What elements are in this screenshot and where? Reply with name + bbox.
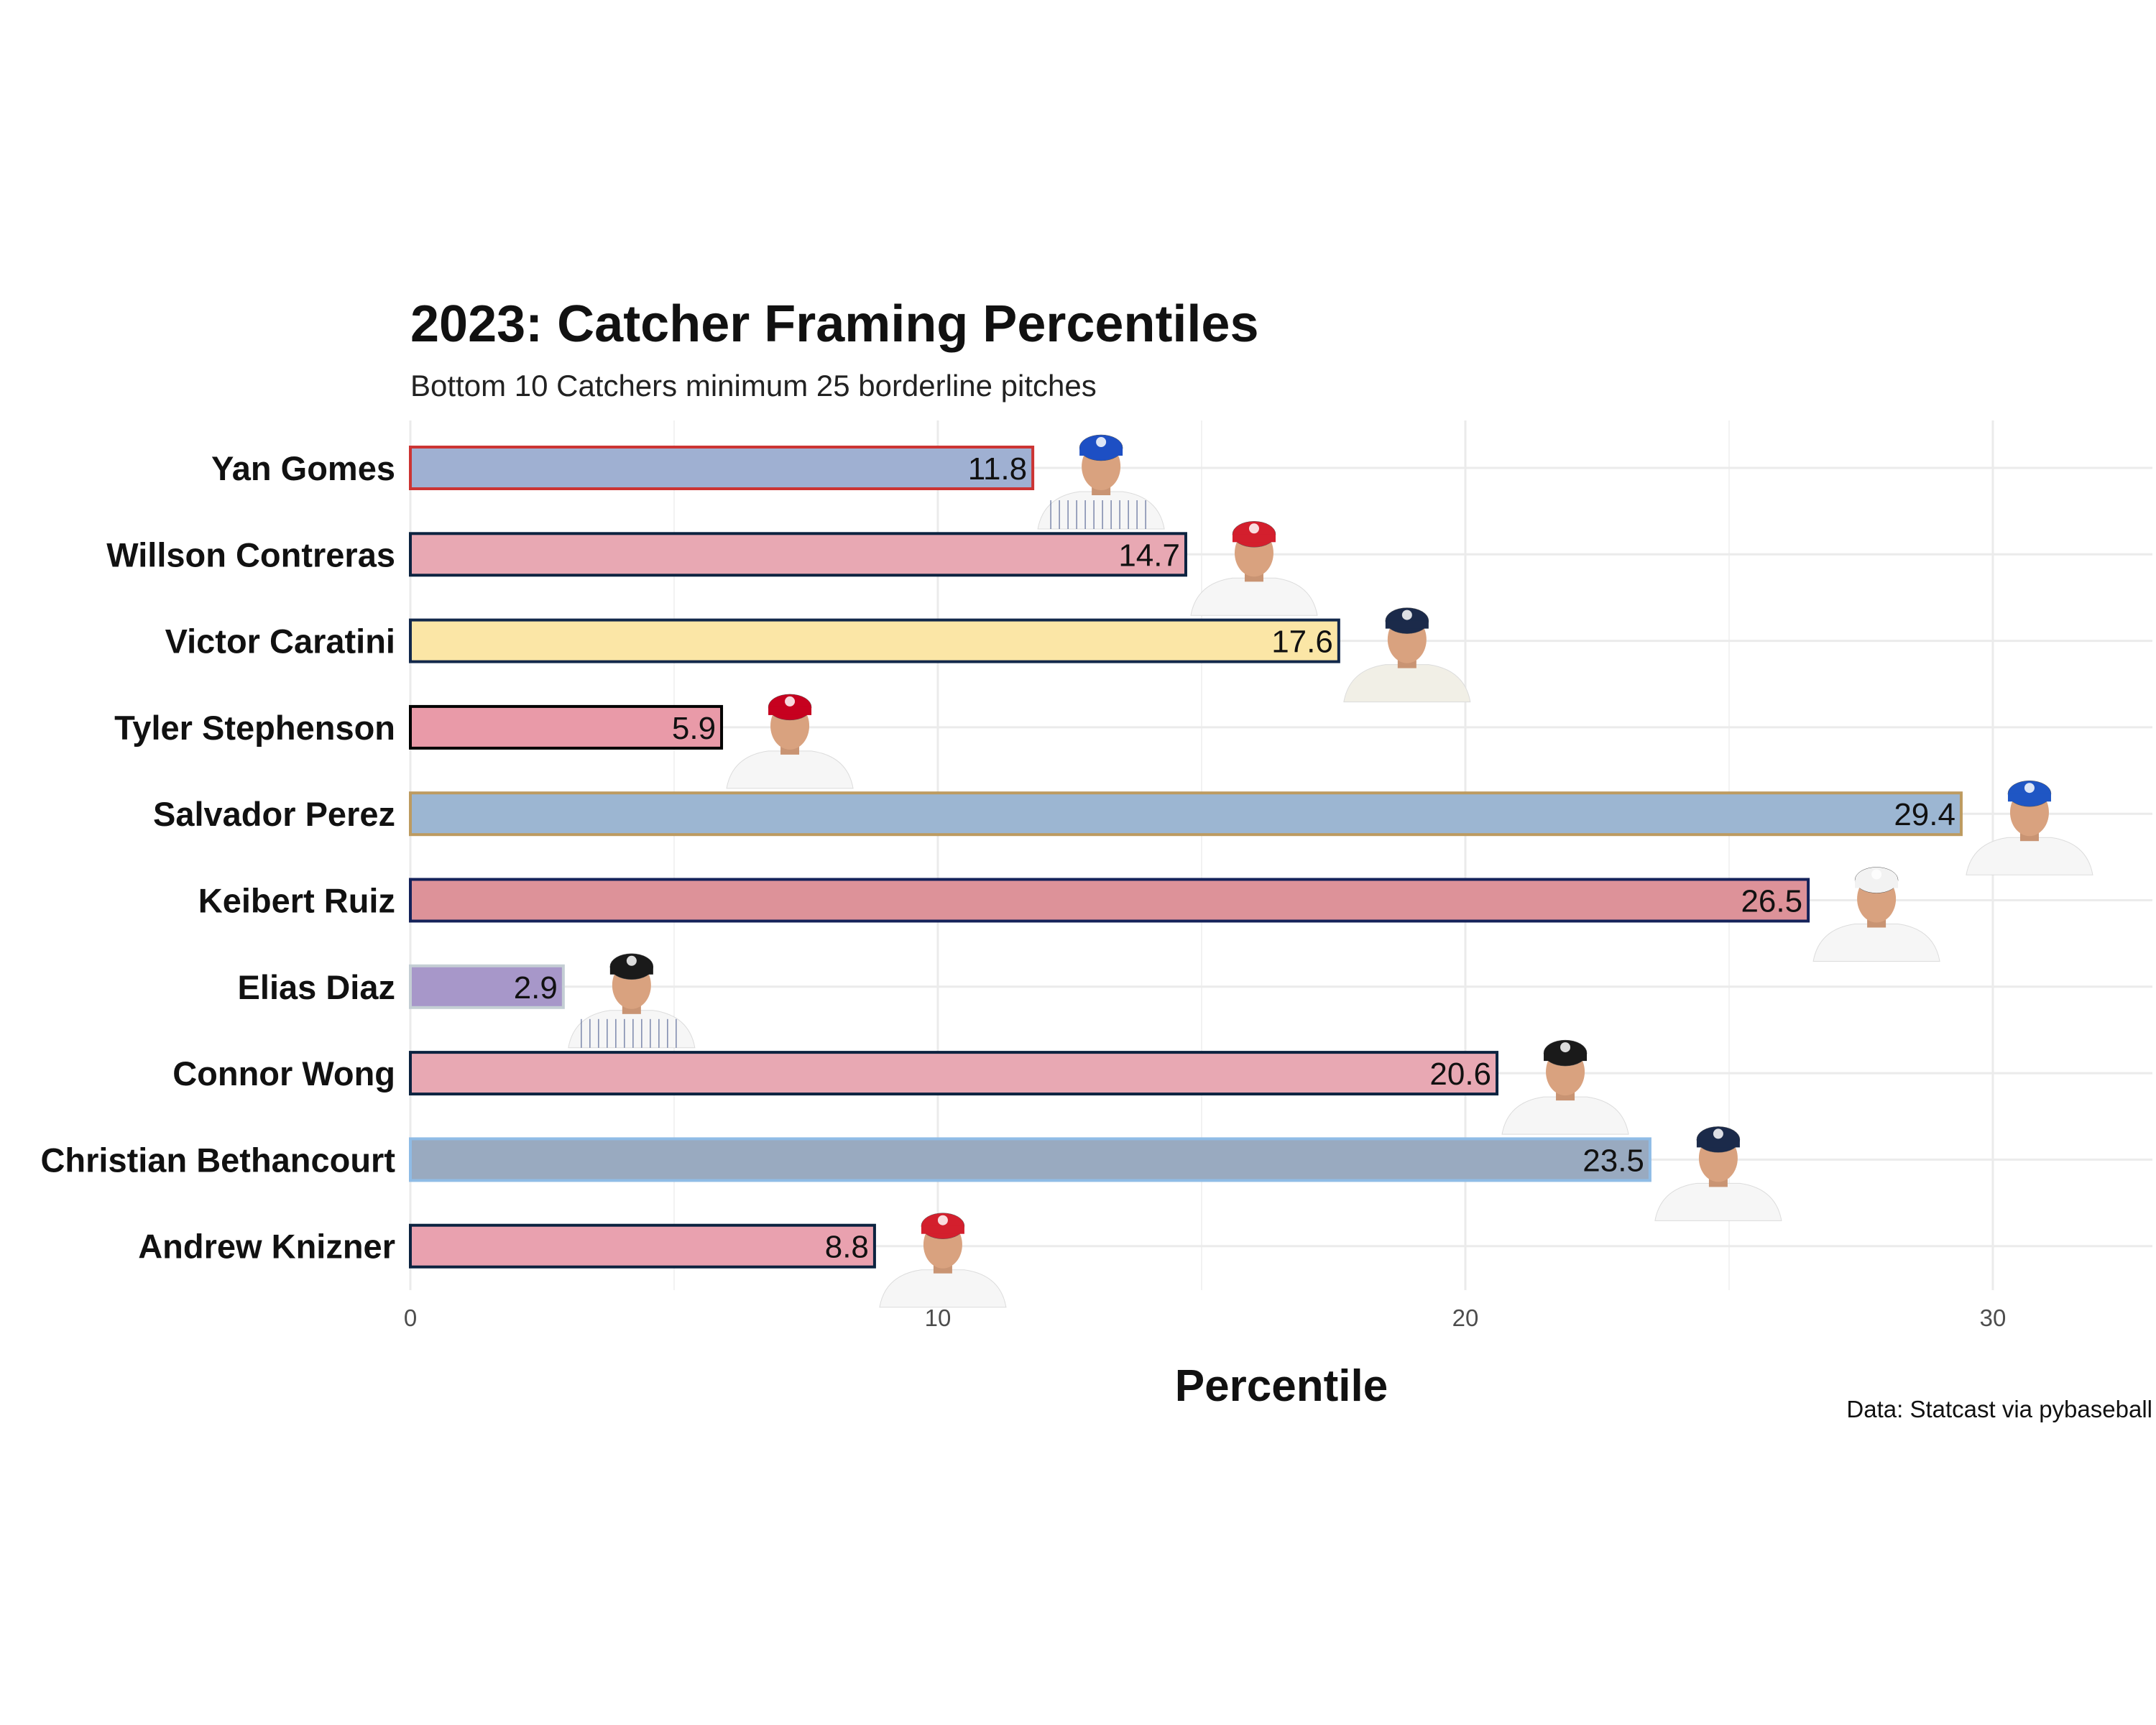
player-headshot-icon [1966,780,2093,875]
player-headshot-icon [1343,607,1471,703]
x-tick-label: 0 [404,1305,417,1331]
bar [409,1137,1651,1182]
labels-layer: 11.8 Yan Gomes 14.7 Willson Contreras 17.6 Vi… [40,449,1955,1266]
category-label: Andrew Knizner [138,1228,395,1266]
bar [409,791,1963,837]
bar [409,618,1340,663]
headshots-layer [568,434,2093,1308]
category-label: Connor Wong [172,1054,395,1092]
x-axis: 0 10 20 30 [404,1305,2007,1331]
player-headshot-icon [1190,521,1318,616]
x-tick-label: 10 [925,1305,952,1331]
bar-value-label: 29.4 [1894,797,1955,832]
player-headshot-icon [1654,1126,1782,1221]
bar-value-label: 5.9 [672,711,716,746]
player-headshot-icon [1037,434,1165,530]
category-label: Tyler Stephenson [114,709,395,747]
player-headshot-icon [1501,1039,1629,1135]
bar-value-label: 2.9 [514,970,558,1006]
bar-value-label: 26.5 [1741,884,1802,919]
bar-value-label: 14.7 [1118,538,1180,573]
player-headshot-icon [568,953,696,1049]
bar [409,964,565,1009]
chart-title: 2023: Catcher Framing Percentiles [410,295,1259,353]
category-label: Salvador Perez [153,795,395,833]
bar-value-label: 8.8 [825,1230,869,1265]
player-headshot-icon [1812,867,1940,962]
bar-value-label: 20.6 [1429,1057,1491,1092]
category-label: Yan Gomes [211,449,395,487]
x-tick-label: 30 [1980,1305,2007,1331]
x-tick-label: 20 [1452,1305,1479,1331]
player-headshot-icon [726,694,854,789]
bar-value-label: 11.8 [968,451,1027,487]
bar [409,1223,876,1269]
category-label: Christian Bethancourt [40,1141,395,1179]
bar [409,1051,1499,1096]
bar [409,532,1187,577]
category-label: Willson Contreras [106,535,395,574]
bar-value-label: 23.5 [1583,1143,1644,1178]
bar [409,446,1035,490]
category-label: Keibert Ruiz [198,882,395,920]
category-label: Elias Diaz [238,968,395,1006]
player-headshot-icon [879,1213,1007,1308]
bars-layer [409,446,1963,1269]
bar [409,878,1810,923]
chart-caption: Data: Statcast via pybaseball [1846,1396,2152,1422]
bar [409,704,724,750]
x-axis-title: Percentile [1174,1361,1388,1411]
category-label: Victor Caratini [165,622,395,661]
bar-value-label: 17.6 [1271,625,1333,660]
chart-subtitle: Bottom 10 Catchers minimum 25 borderline… [410,369,1097,402]
